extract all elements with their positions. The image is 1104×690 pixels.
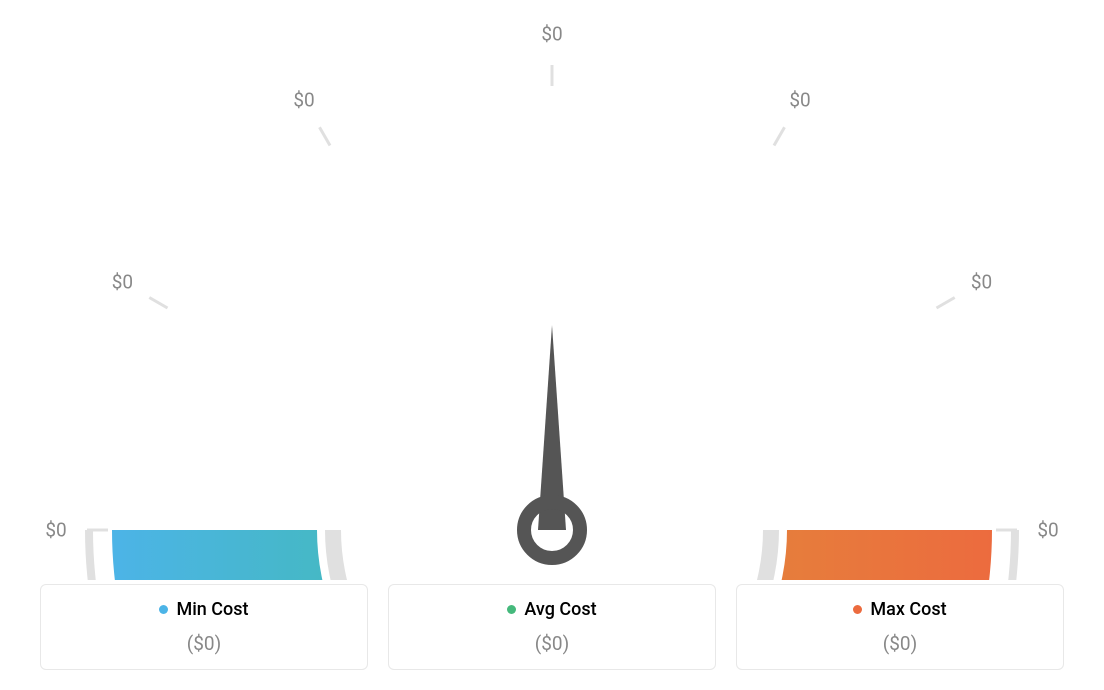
legend-label-avg: Avg Cost (399, 599, 705, 620)
legend-card-avg: Avg Cost ($0) (388, 584, 716, 670)
cost-gauge-chart: $0 $0 $0 $0 $0 $0 $0 Min Cost ($0) Avg Cost ($… (0, 0, 1104, 690)
legend-value-avg: ($0) (399, 632, 705, 655)
gauge-tick-label: $0 (112, 271, 133, 294)
gauge-area: $0$0$0$0$0$0$0 (52, 20, 1052, 560)
gauge-tick-label: $0 (293, 89, 314, 112)
legend-dot-min (159, 605, 168, 614)
gauge-tick-label: $0 (971, 271, 992, 294)
gauge-tick-label: $0 (541, 23, 562, 46)
legend-value-max: ($0) (747, 632, 1053, 655)
gauge-tick-label: $0 (45, 519, 66, 542)
legend-card-min: Min Cost ($0) (40, 584, 368, 670)
legend-row: Min Cost ($0) Avg Cost ($0) Max Cost ($0… (40, 584, 1064, 670)
legend-label-max: Max Cost (747, 599, 1053, 620)
legend-text-max: Max Cost (870, 599, 946, 620)
legend-value-min: ($0) (51, 632, 357, 655)
gauge-tick-label: $0 (1037, 519, 1058, 542)
legend-dot-max (853, 605, 862, 614)
gauge-svg (52, 20, 1052, 580)
legend-text-avg: Avg Cost (524, 599, 596, 620)
legend-label-min: Min Cost (51, 599, 357, 620)
legend-text-min: Min Cost (176, 599, 248, 620)
legend-dot-avg (507, 605, 516, 614)
legend-card-max: Max Cost ($0) (736, 584, 1064, 670)
gauge-tick-label: $0 (789, 89, 810, 112)
